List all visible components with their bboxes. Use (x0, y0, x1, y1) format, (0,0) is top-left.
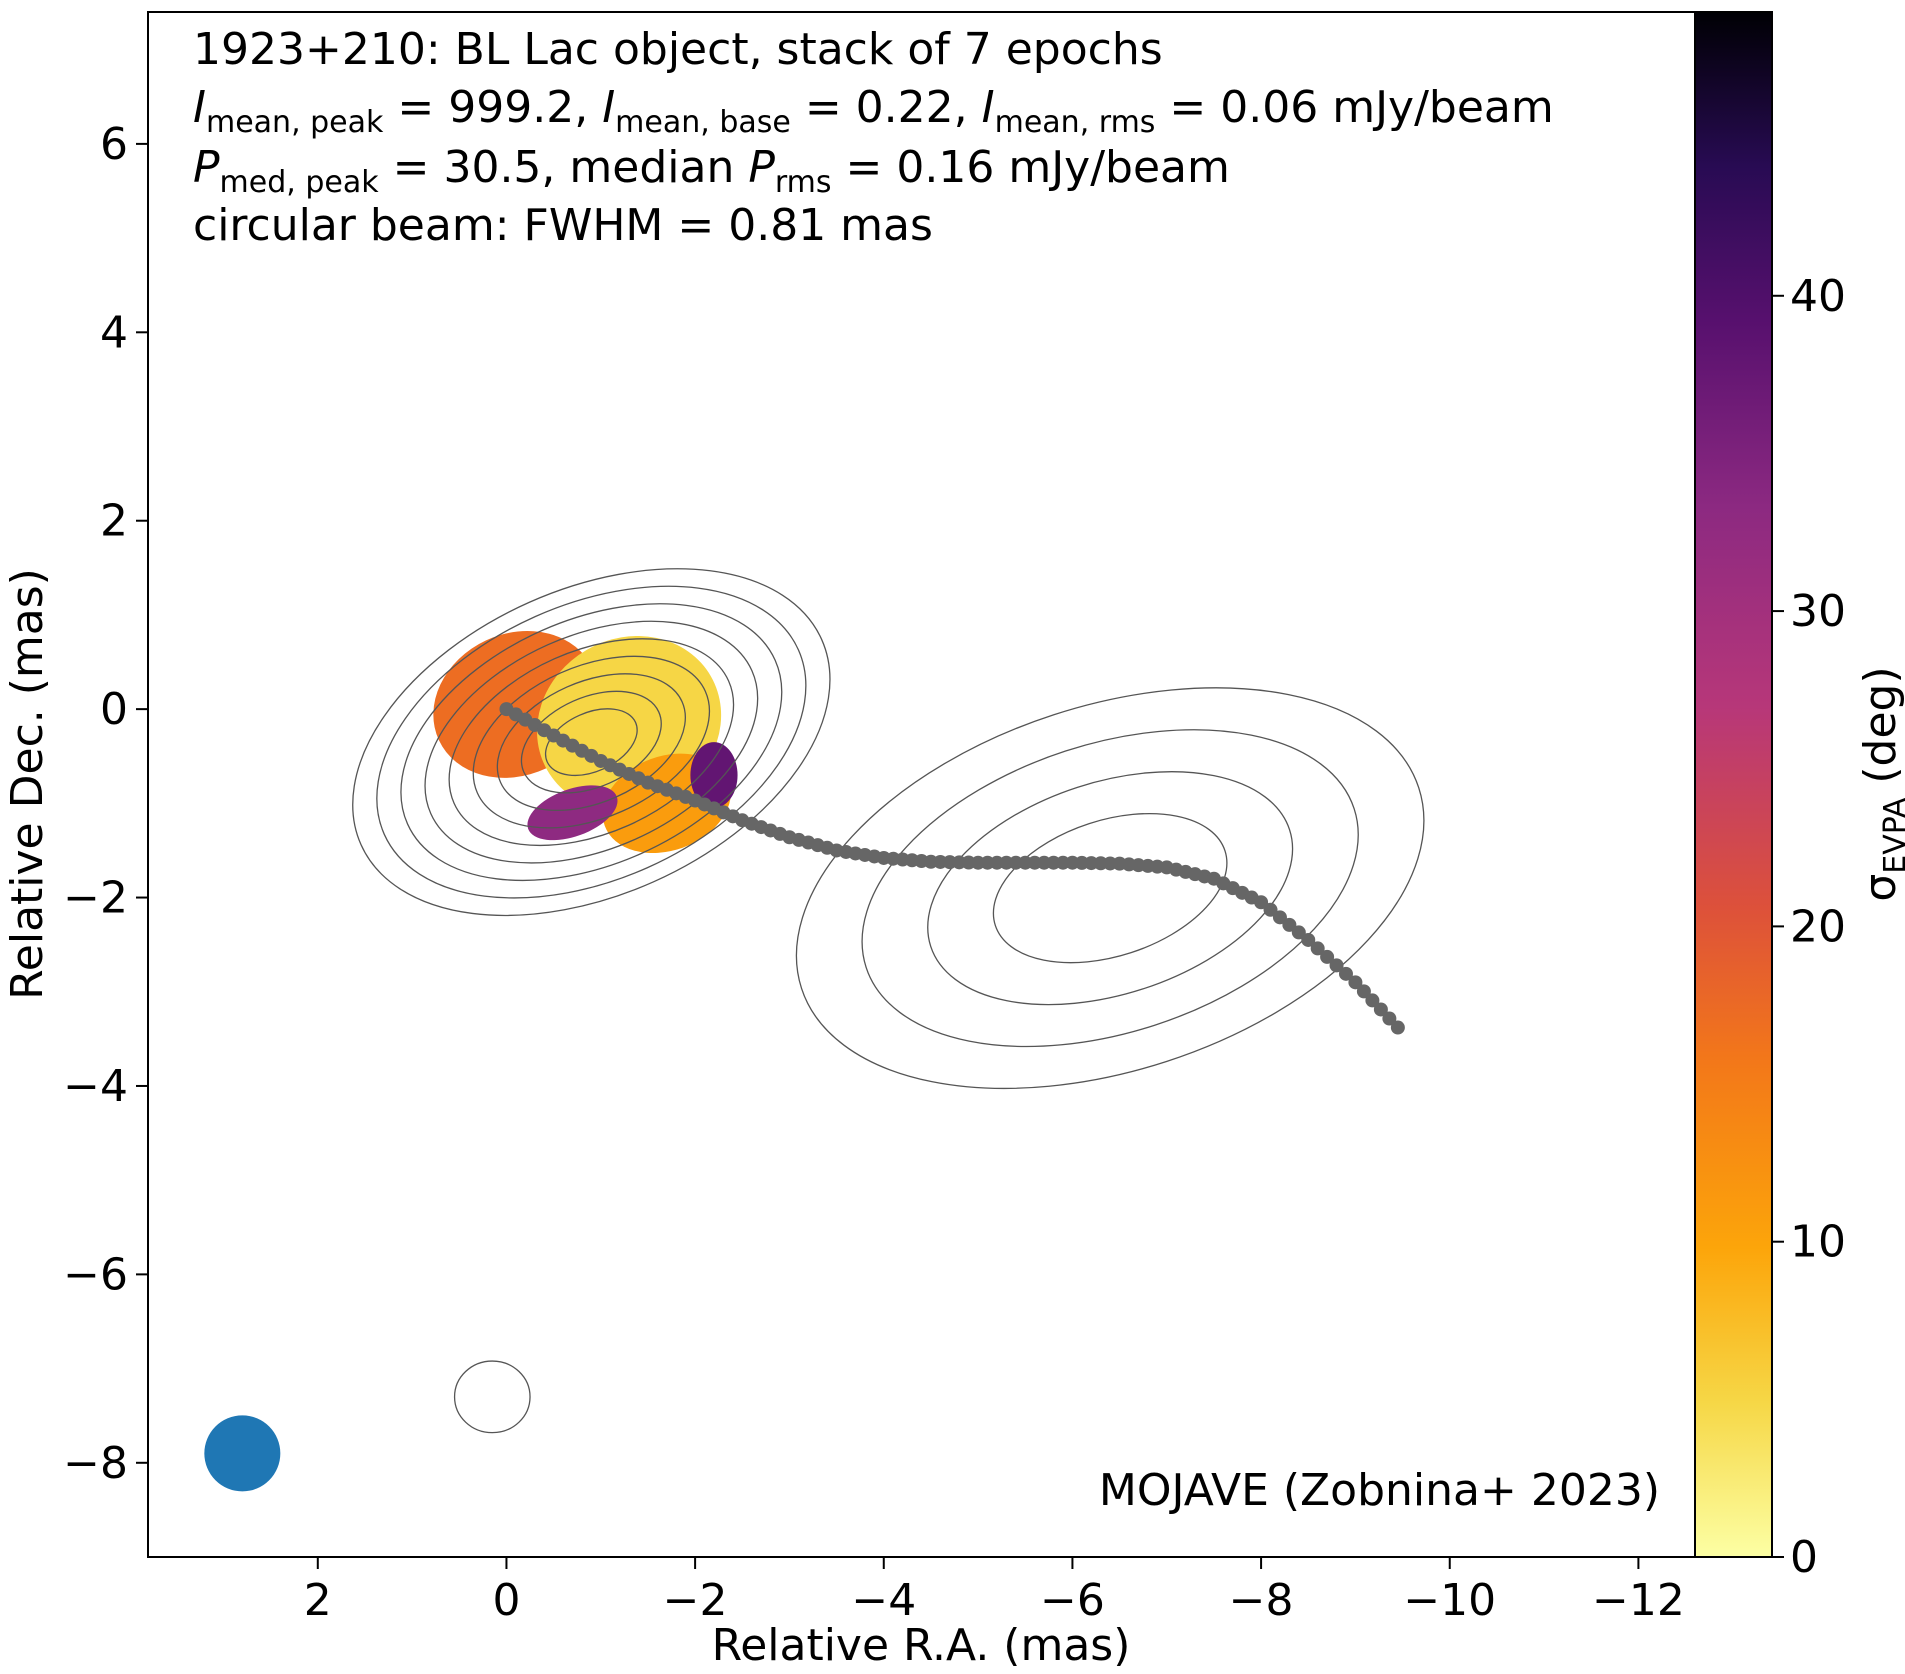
intensity-contours (352, 568, 1425, 1434)
y-axis-label: Relative Dec. (mas) (2, 568, 53, 1000)
ridgeline-point (1282, 917, 1297, 932)
ridgeline-point (1356, 984, 1371, 999)
colorbar-tick-label: 30 (1790, 586, 1846, 637)
colorbar-label: σEVPA (deg) (1855, 666, 1905, 901)
ridgeline-point (1263, 902, 1278, 917)
x-axis-label: Relative R.A. (mas) (712, 1620, 1131, 1671)
title-line-2: Imean, peak = 999.2, Imean, base = 0.22,… (193, 82, 1554, 140)
evpa-region-3 (527, 785, 618, 841)
ridgeline-point (1373, 1002, 1388, 1017)
y-tick-label: −6 (63, 1249, 128, 1300)
plot-frame (147, 11, 1696, 1558)
ridgeline-point (1390, 1020, 1405, 1035)
colorbar-tick-label: 20 (1790, 901, 1846, 952)
title-line-4: circular beam: FWHM = 0.81 mas (193, 200, 933, 251)
colorbar-tick-label: 0 (1790, 1532, 1818, 1583)
ridgeline-point (1365, 993, 1380, 1008)
y-tick-label: 4 (100, 307, 128, 358)
y-tick-label: −4 (63, 1061, 128, 1112)
evpa-region-4 (690, 742, 738, 809)
ridgeline-point (1272, 910, 1287, 925)
x-tick-label: −8 (1229, 1575, 1294, 1626)
beam-ellipse (204, 1415, 281, 1492)
ridgeline-point (1338, 966, 1353, 981)
ridgeline-point (1291, 925, 1306, 940)
y-tick-label: −8 (63, 1438, 128, 1489)
ridgeline-point (1382, 1011, 1397, 1026)
colorbar-tick-label: 40 (1790, 271, 1846, 322)
title-line-3: Pmed, peak = 30.5, median Prms = 0.16 mJ… (193, 142, 1230, 200)
y-tick-label: −2 (63, 873, 128, 924)
ridgeline-point (1301, 932, 1316, 947)
title-line-1: 1923+210: BL Lac object, stack of 7 epoc… (193, 24, 1163, 75)
credit-annotation: MOJAVE (Zobnina+ 2023) (1099, 1465, 1660, 1516)
x-tick-label: −4 (851, 1575, 916, 1626)
y-tick-label: 0 (100, 684, 128, 735)
x-tick-label: −6 (1040, 1575, 1105, 1626)
ridgeline-point (1310, 941, 1325, 956)
x-tick-label: 0 (492, 1575, 520, 1626)
x-tick-label: −10 (1403, 1575, 1496, 1626)
colorbar-tick-label: 10 (1790, 1217, 1846, 1268)
colorbar (1694, 11, 1773, 1558)
ridgeline-point (1320, 949, 1335, 964)
y-tick-label: 2 (100, 496, 128, 547)
x-tick-label: −2 (663, 1575, 728, 1626)
ridgeline-point (1329, 958, 1344, 973)
ridgeline-point (1348, 975, 1363, 990)
ridgeline-point (1254, 895, 1269, 910)
ridgeline (499, 702, 1405, 1035)
x-tick-label: 2 (304, 1575, 332, 1626)
y-tick-label: 6 (100, 119, 128, 170)
x-tick-label: −12 (1592, 1575, 1685, 1626)
